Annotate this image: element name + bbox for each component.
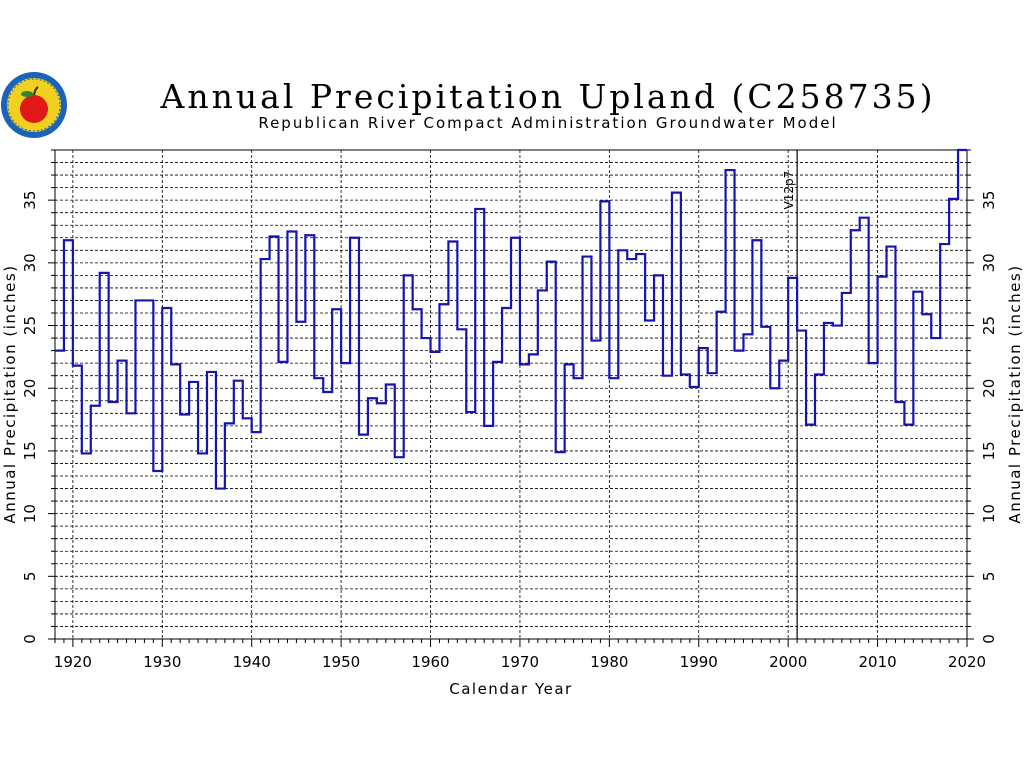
y-tick-label-right: 15: [980, 441, 998, 460]
x-tick-label: 2020: [948, 653, 986, 671]
series-layer: [55, 148, 967, 490]
y-tick-label-left: 10: [21, 504, 39, 523]
grid-lines: [55, 150, 967, 639]
marker-label: V12p7: [782, 171, 796, 210]
y-tick-label-left: 25: [21, 316, 39, 335]
x-tick-label: 1970: [501, 653, 539, 671]
chart-subtitle: Republican River Compact Administration …: [258, 114, 837, 132]
y-tick-label-left: 35: [21, 191, 39, 210]
agency-logo-icon: [1, 72, 67, 138]
x-tick-label: 2010: [858, 653, 896, 671]
x-tick-label: 1920: [54, 653, 92, 671]
y-axis-label-left: Annual Precipitation (inches): [1, 264, 19, 523]
y-tick-label-left: 5: [21, 572, 39, 582]
chart-title: Annual Precipitation Upland (C258735): [160, 77, 936, 116]
x-tick-label: 1990: [680, 653, 718, 671]
x-tick-label: 1930: [143, 653, 181, 671]
x-axis-label: Calendar Year: [449, 680, 572, 698]
y-tick-label-left: 0: [21, 634, 39, 644]
y-tick-label-left: 15: [21, 441, 39, 460]
y-tick-label-right: 0: [980, 634, 998, 644]
vertical-marker: V12p7: [782, 150, 798, 639]
y-tick-label-right: 5: [980, 572, 998, 582]
x-tick-label: 1950: [322, 653, 360, 671]
y-tick-label-left: 30: [21, 253, 39, 272]
x-tick-label: 1960: [411, 653, 449, 671]
y-tick-label-left: 20: [21, 379, 39, 398]
x-tick-label: 2000: [769, 653, 807, 671]
y-axis-label-right: Annual Precipitation (inches): [1006, 264, 1024, 523]
plot-frame: [54, 149, 968, 640]
y-tick-label-right: 10: [980, 504, 998, 523]
y-tick-label-right: 30: [980, 253, 998, 272]
y-tick-label-right: 35: [980, 191, 998, 210]
y-tick-label-right: 20: [980, 379, 998, 398]
y-tick-label-right: 25: [980, 316, 998, 335]
x-tick-label: 1940: [233, 653, 271, 671]
precipitation-series-line: [55, 148, 967, 490]
x-tick-label: 1980: [590, 653, 628, 671]
axis-ticks: [48, 149, 974, 647]
